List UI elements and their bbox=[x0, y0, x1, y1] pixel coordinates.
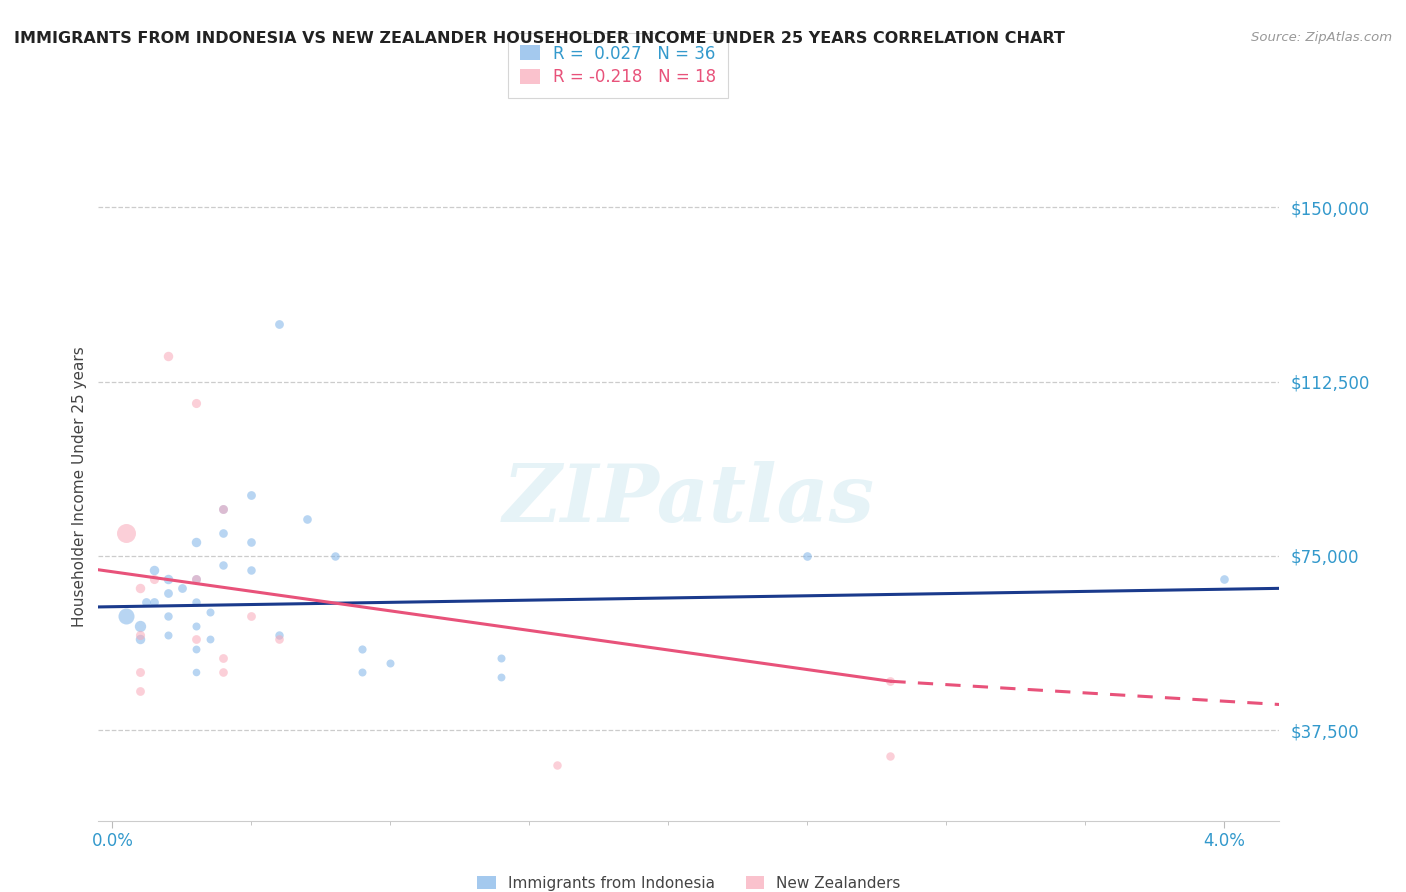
Point bbox=[156, 572, 179, 586]
Point bbox=[352, 665, 374, 679]
Point bbox=[129, 618, 152, 632]
Point bbox=[156, 586, 179, 600]
Point bbox=[184, 618, 207, 632]
Point bbox=[212, 502, 235, 516]
Point bbox=[129, 628, 152, 642]
Point bbox=[323, 549, 346, 563]
Point bbox=[156, 349, 179, 363]
Point bbox=[491, 651, 513, 665]
Point bbox=[115, 525, 138, 540]
Point bbox=[212, 665, 235, 679]
Point bbox=[135, 595, 157, 609]
Point bbox=[184, 572, 207, 586]
Point bbox=[267, 628, 290, 642]
Point bbox=[212, 502, 235, 516]
Point bbox=[129, 683, 152, 698]
Point bbox=[129, 665, 152, 679]
Point bbox=[129, 632, 152, 647]
Point bbox=[240, 534, 263, 549]
Point bbox=[240, 488, 263, 502]
Point bbox=[184, 534, 207, 549]
Legend: Immigrants from Indonesia, New Zealanders: Immigrants from Indonesia, New Zealander… bbox=[468, 866, 910, 892]
Point bbox=[156, 628, 179, 642]
Point bbox=[212, 558, 235, 573]
Point bbox=[184, 395, 207, 409]
Point bbox=[184, 572, 207, 586]
Point bbox=[184, 665, 207, 679]
Point bbox=[198, 632, 221, 647]
Point bbox=[143, 595, 166, 609]
Point bbox=[184, 641, 207, 656]
Point bbox=[240, 563, 263, 577]
Point bbox=[143, 563, 166, 577]
Point bbox=[198, 605, 221, 619]
Point bbox=[240, 609, 263, 624]
Point bbox=[796, 549, 818, 563]
Point bbox=[879, 748, 901, 763]
Text: IMMIGRANTS FROM INDONESIA VS NEW ZEALANDER HOUSEHOLDER INCOME UNDER 25 YEARS COR: IMMIGRANTS FROM INDONESIA VS NEW ZEALAND… bbox=[14, 31, 1064, 46]
Text: Source: ZipAtlas.com: Source: ZipAtlas.com bbox=[1251, 31, 1392, 45]
Point bbox=[879, 674, 901, 689]
Point bbox=[156, 609, 179, 624]
Point bbox=[184, 595, 207, 609]
Point bbox=[352, 641, 374, 656]
Point bbox=[212, 525, 235, 540]
Point bbox=[267, 632, 290, 647]
Point bbox=[184, 632, 207, 647]
Point bbox=[546, 758, 568, 772]
Point bbox=[170, 582, 193, 596]
Point bbox=[212, 651, 235, 665]
Point bbox=[491, 670, 513, 684]
Point bbox=[1212, 572, 1234, 586]
Point bbox=[267, 317, 290, 331]
Point bbox=[115, 609, 138, 624]
Point bbox=[143, 572, 166, 586]
Y-axis label: Householder Income Under 25 years: Householder Income Under 25 years bbox=[72, 346, 87, 626]
Point bbox=[380, 656, 402, 670]
Text: ZIPatlas: ZIPatlas bbox=[503, 461, 875, 538]
Point bbox=[129, 582, 152, 596]
Point bbox=[295, 511, 318, 525]
